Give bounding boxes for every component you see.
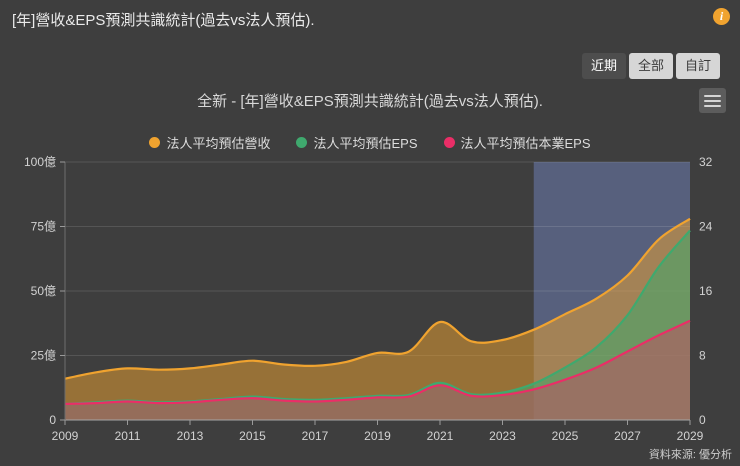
range-button-recent[interactable]: 近期: [581, 53, 626, 79]
data-source: 資料來源: 優分析: [648, 449, 732, 461]
series-area-core-eps: [65, 320, 690, 420]
y-axis-right-label: 24: [699, 220, 713, 234]
y-axis-right-label: 8: [699, 349, 706, 363]
range-selector: 近期 全部 自訂: [581, 53, 720, 79]
range-button-custom[interactable]: 自訂: [675, 53, 720, 79]
y-axis-left-label: 100億: [24, 155, 56, 169]
y-axis-left-label: 75億: [31, 220, 56, 234]
y-axis-left-label: 0: [49, 413, 56, 427]
legend-label: 法人平均預估EPS: [313, 136, 418, 151]
hamburger-bar: [704, 94, 721, 97]
chart-legend: 法人平均預估營收 法人平均預估EPS 法人平均預估本業EPS: [0, 133, 740, 152]
series-line-core-eps: [64, 319, 691, 405]
hamburger-bar: [704, 104, 721, 107]
y-axis-left-label: 25億: [31, 349, 56, 363]
x-axis-label: 2019: [364, 429, 391, 443]
legend-item-core-eps[interactable]: 法人平均預估本業EPS: [443, 133, 591, 152]
legend-item-revenue[interactable]: 法人平均預估營收: [149, 133, 270, 152]
y-axis-left-label: 50億: [31, 284, 56, 298]
info-icon[interactable]: i: [713, 8, 730, 25]
legend-label: 法人平均預估營收: [166, 136, 271, 151]
legend-marker-icon: [296, 137, 308, 148]
y-axis-right-label: 16: [699, 284, 713, 298]
series-line-revenue: [64, 217, 691, 380]
x-axis-label: 2025: [552, 429, 579, 443]
hamburger-menu-icon[interactable]: [699, 88, 726, 113]
x-axis-label: 2015: [239, 429, 266, 443]
x-axis-label: 2017: [302, 429, 329, 443]
chart-title: 全新 - [年]營收&EPS預測共識統計(過去vs法人預估).: [197, 93, 543, 110]
x-axis-label: 2027: [614, 429, 641, 443]
range-button-all[interactable]: 全部: [628, 53, 673, 79]
legend-marker-icon: [443, 137, 455, 148]
legend-label: 法人平均預估本業EPS: [460, 136, 591, 151]
x-axis-label: 2011: [115, 429, 141, 443]
x-axis-label: 2009: [52, 429, 79, 443]
y-axis-right-label: 0: [699, 413, 706, 427]
legend-item-eps[interactable]: 法人平均預估EPS: [296, 133, 418, 152]
page-title: [年]營收&EPS預測共識統計(過去vs法人預估).: [12, 12, 315, 29]
legend-marker-icon: [149, 137, 161, 148]
y-axis-right-label: 32: [699, 155, 713, 169]
series-area-revenue: [65, 218, 690, 420]
x-axis-label: 2029: [677, 429, 704, 443]
x-axis-label: 2013: [177, 429, 204, 443]
x-axis-label: 2023: [489, 429, 516, 443]
hamburger-bar: [704, 99, 721, 102]
x-axis-label: 2021: [427, 429, 454, 443]
